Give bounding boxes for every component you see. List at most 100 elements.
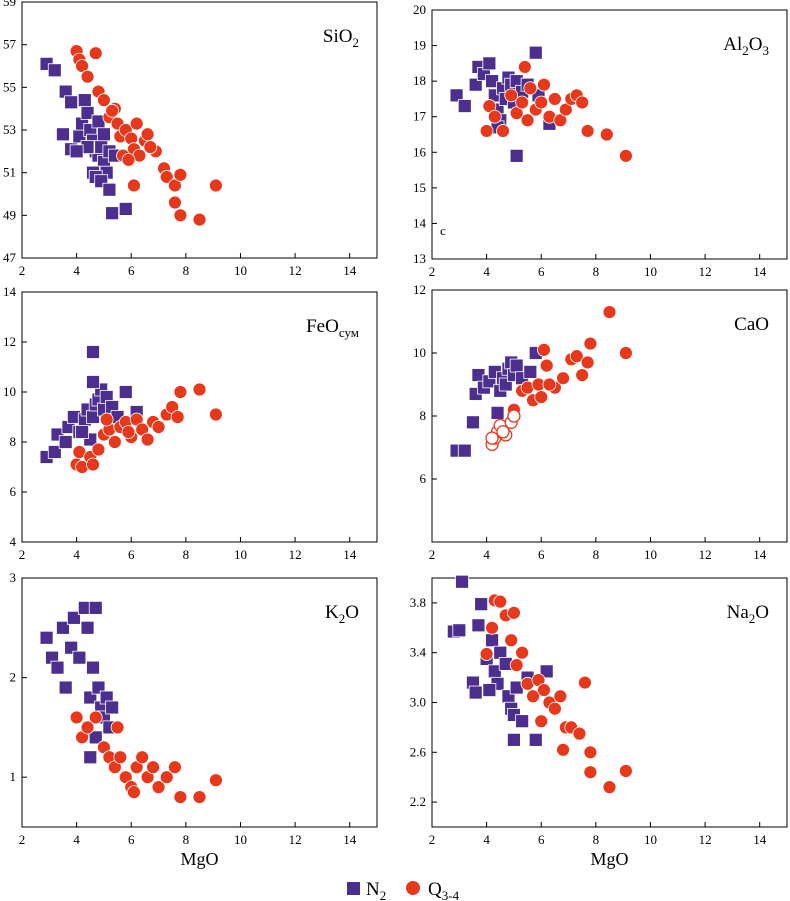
data-point-n2 xyxy=(539,664,554,679)
x-tick-label: 10 xyxy=(234,263,247,278)
data-point-n2 xyxy=(58,680,73,695)
panel-title: Al2O3 xyxy=(723,34,769,58)
y-tick-label: 20 xyxy=(413,2,426,17)
data-point-q34 xyxy=(575,368,590,382)
data-point-q34-open xyxy=(496,425,510,439)
x-tick-label: 8 xyxy=(593,547,600,562)
data-point-q34 xyxy=(80,69,95,84)
data-point-q34 xyxy=(553,689,568,704)
data-point-q34 xyxy=(80,720,95,735)
y-tick-label: 2 xyxy=(10,670,17,685)
data-point-q34 xyxy=(542,377,557,392)
data-point-q34 xyxy=(121,152,136,167)
data-point-n2 xyxy=(457,99,472,113)
title-subscript: 2 xyxy=(353,35,360,50)
data-point-n2 xyxy=(47,63,62,78)
legend-marker-n2 xyxy=(347,882,360,895)
data-point-n2 xyxy=(471,618,486,633)
data-point-q34 xyxy=(173,167,188,182)
data-point-n2 xyxy=(77,93,92,108)
data-point-q34 xyxy=(208,407,223,422)
data-point-q34 xyxy=(208,773,223,788)
data-point-q34 xyxy=(151,780,166,795)
title-text: O xyxy=(755,602,769,623)
data-point-q34 xyxy=(583,745,598,760)
data-point-q34 xyxy=(515,645,530,660)
data-point-n2 xyxy=(64,95,79,110)
x-tick-label: 6 xyxy=(128,263,135,278)
data-point-q34 xyxy=(534,390,549,405)
title-subscript: сум xyxy=(339,325,359,340)
x-tick-label: 6 xyxy=(538,264,545,279)
y-tick-label: 3.4 xyxy=(410,645,427,660)
data-point-q34 xyxy=(569,349,584,364)
plot-frame xyxy=(21,577,378,828)
data-point-q34 xyxy=(88,46,103,61)
data-point-q34 xyxy=(140,432,155,447)
panel-title: SiO2 xyxy=(323,26,359,50)
data-point-q34 xyxy=(107,435,122,449)
x-tick-label: 14 xyxy=(753,547,767,562)
data-point-n2 xyxy=(66,610,81,625)
data-point-q34 xyxy=(537,342,551,357)
x-tick-label: 6 xyxy=(538,547,545,562)
data-point-n2 xyxy=(485,633,499,648)
x-tick-label: 8 xyxy=(183,832,190,847)
y-tick-label: 51 xyxy=(3,165,16,180)
panel-annotation: c xyxy=(440,223,446,238)
data-point-n2 xyxy=(105,206,120,221)
x-tick-label: 6 xyxy=(128,547,135,562)
data-point-n2 xyxy=(515,714,530,729)
data-point-n2 xyxy=(56,127,70,142)
data-point-q34 xyxy=(97,93,111,108)
data-point-q34 xyxy=(618,764,633,778)
y-tick-label: 12 xyxy=(3,334,16,349)
x-tick-label: 2 xyxy=(19,263,26,278)
data-point-q34 xyxy=(159,170,174,184)
data-point-n2 xyxy=(88,600,103,615)
data-point-q34 xyxy=(618,346,633,360)
data-point-q34 xyxy=(143,140,158,154)
data-point-n2 xyxy=(80,620,95,635)
y-tick-label: 13 xyxy=(413,251,426,266)
data-point-q34-open xyxy=(485,431,499,445)
title-subscript: 2 xyxy=(339,611,346,626)
y-tick-label: 8 xyxy=(10,434,17,449)
data-point-q34 xyxy=(534,714,549,729)
x-tick-label: 10 xyxy=(644,547,657,562)
data-point-q34 xyxy=(504,633,519,648)
data-point-n2 xyxy=(509,148,524,163)
data-point-q34 xyxy=(113,750,128,765)
data-point-n2 xyxy=(485,74,499,89)
data-point-n2 xyxy=(86,345,100,359)
y-tick-label: 49 xyxy=(3,207,16,222)
data-point-q34 xyxy=(575,95,590,110)
data-point-q34 xyxy=(509,658,524,673)
title-text: O xyxy=(749,34,763,55)
y-tick-label: 47 xyxy=(3,250,17,265)
data-point-q34 xyxy=(580,355,595,370)
x-tick-label: 2 xyxy=(429,832,436,847)
data-point-q34 xyxy=(556,371,570,386)
data-point-q34 xyxy=(602,305,617,319)
y-tick-label: 18 xyxy=(413,73,426,88)
data-point-n2 xyxy=(466,415,480,430)
data-point-q34 xyxy=(69,710,84,725)
y-tick-label: 57 xyxy=(3,37,17,52)
data-point-q34 xyxy=(91,442,106,457)
data-point-q34 xyxy=(496,124,510,138)
title-text: Al xyxy=(723,34,742,55)
data-point-q34 xyxy=(127,785,141,800)
title-subscript: 2 xyxy=(742,43,749,58)
data-point-q34 xyxy=(583,765,598,780)
x-tick-label: 4 xyxy=(73,547,80,562)
data-point-n2 xyxy=(80,106,95,120)
data-point-q34 xyxy=(493,594,508,609)
y-tick-label: 14 xyxy=(413,215,427,230)
y-tick-label: 3.0 xyxy=(410,695,426,710)
x-tick-label: 2 xyxy=(429,547,436,562)
x-tick-label: 8 xyxy=(593,264,600,279)
title-text: SiO xyxy=(323,26,353,47)
title-text: O xyxy=(345,602,359,623)
data-point-q34 xyxy=(487,109,502,124)
